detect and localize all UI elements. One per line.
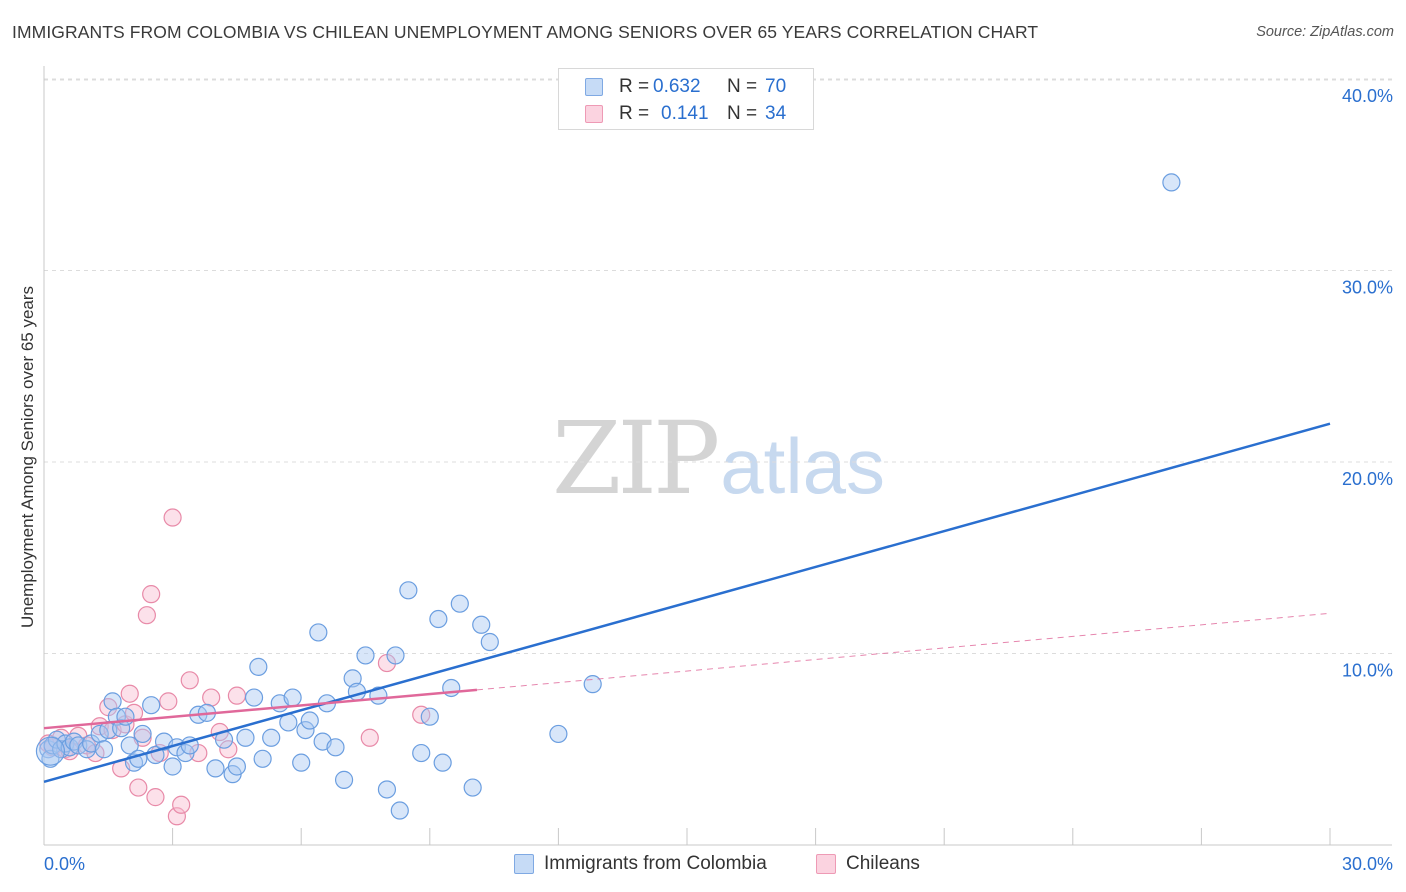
data-point-colombia <box>94 740 114 759</box>
data-point-colombia <box>120 736 139 755</box>
data-point-colombia <box>583 675 602 694</box>
data-point-chileans <box>202 688 221 707</box>
data-point-colombia <box>386 646 405 665</box>
data-point-chileans <box>146 788 165 807</box>
bottom-legend-swatch-chileans <box>816 854 836 874</box>
data-point-colombia <box>429 609 448 629</box>
watermark-atlas: atlas <box>720 422 886 510</box>
x-tick-label-min: 0.0% <box>44 854 85 874</box>
data-point-colombia <box>356 646 375 665</box>
bottom-legend-label-chileans: Chileans <box>846 853 920 874</box>
data-point-colombia <box>292 753 311 772</box>
legend-n-label: N = <box>727 76 758 97</box>
data-point-chileans <box>219 740 238 759</box>
bottom-legend-label-colombia: Immigrants from Colombia <box>544 853 767 874</box>
data-point-chileans <box>159 692 178 711</box>
data-point-colombia <box>296 720 315 740</box>
y-tick-label: 30.0% <box>1342 278 1393 298</box>
legend-r-value: 0.141 <box>661 103 709 124</box>
data-point-colombia <box>133 724 152 744</box>
data-point-colombia <box>399 581 418 600</box>
legend-swatch-chileans <box>585 105 603 123</box>
data-point-chileans <box>137 606 156 625</box>
data-point-colombia <box>244 688 264 707</box>
data-point-colombia <box>549 724 568 744</box>
data-point-colombia-cluster <box>35 736 66 766</box>
data-point-colombia <box>334 770 354 789</box>
chart-title: IMMIGRANTS FROM COLOMBIA VS CHILEAN UNEM… <box>12 22 1039 42</box>
legend-r-label: R = <box>619 103 650 124</box>
legend-n-value: 70 <box>765 76 787 97</box>
data-point-chileans <box>142 585 161 604</box>
trend-lines <box>43 422 1331 784</box>
data-point-colombia <box>206 759 225 778</box>
data-point-chileans <box>120 684 139 703</box>
trend-line-colombia <box>43 422 1331 784</box>
data-point-colombia <box>472 615 491 634</box>
data-point-colombia <box>433 753 452 772</box>
data-point-chileans <box>180 671 199 690</box>
source-credit: Source: ZipAtlas.com <box>1256 24 1394 40</box>
data-point-colombia <box>480 632 499 652</box>
data-point-colombia <box>1162 173 1181 192</box>
data-point-colombia <box>236 728 255 747</box>
trend-line-chileans <box>43 688 478 730</box>
legend-r-label: R = <box>619 76 650 97</box>
x-tick-label-max: 30.0% <box>1342 854 1393 874</box>
axes <box>43 66 1392 846</box>
data-point-colombia <box>103 692 122 711</box>
data-point-chileans <box>163 508 182 527</box>
data-point-colombia <box>450 594 469 613</box>
data-point-colombia <box>326 738 345 757</box>
data-point-chileans <box>86 743 105 763</box>
data-point-colombia <box>420 707 439 726</box>
legend-n-label: N = <box>727 103 758 124</box>
bottom-legend-chileans: Chileans <box>816 852 920 876</box>
data-point-colombia <box>390 801 409 820</box>
y-tick-label: 40.0% <box>1342 86 1393 106</box>
data-point-colombia <box>343 669 362 688</box>
y-tick-label: 10.0% <box>1342 661 1393 681</box>
data-point-colombia <box>262 728 281 747</box>
data-point-colombia <box>163 757 182 776</box>
data-point-colombia <box>377 780 397 799</box>
data-point-chileans <box>172 795 191 814</box>
data-point-colombia <box>463 778 482 797</box>
data-point-colombia <box>309 623 328 642</box>
grid-lines <box>44 78 1392 654</box>
bottom-legend-colombia: Immigrants from Colombia <box>514 852 767 876</box>
data-point-chileans <box>167 807 186 826</box>
watermark-zip: ZIP <box>552 400 720 517</box>
data-point-colombia <box>227 757 246 776</box>
data-point-colombia <box>249 657 268 677</box>
data-point-colombia <box>142 696 161 715</box>
watermark: ZIPatlas <box>552 400 885 517</box>
y-axis-label: Unemployment Among Seniors over 65 years <box>18 286 37 628</box>
bottom-legend-swatch-colombia <box>514 854 534 874</box>
legend-r-value: 0.632 <box>653 76 701 97</box>
data-point-chileans <box>227 686 246 705</box>
legend-swatch-colombia <box>585 78 603 96</box>
legend-n-value: 34 <box>765 103 787 124</box>
correlation-legend: R = 0.632 N = 70 R = 0.141 N = 34 <box>558 68 814 130</box>
data-point-colombia <box>412 743 431 763</box>
tick-labels: 10.0% 20.0% 30.0% 40.0% 0.0% 30.0% Unemploymen… <box>18 86 1393 874</box>
y-tick-label: 20.0% <box>1342 469 1393 489</box>
data-point-colombia <box>283 688 302 707</box>
data-point-colombia <box>300 711 319 730</box>
series-colombia <box>35 173 1181 820</box>
data-point-chileans <box>129 778 148 797</box>
data-point-chileans <box>360 728 379 747</box>
data-point-colombia <box>253 749 272 768</box>
data-point-colombia <box>112 719 131 738</box>
